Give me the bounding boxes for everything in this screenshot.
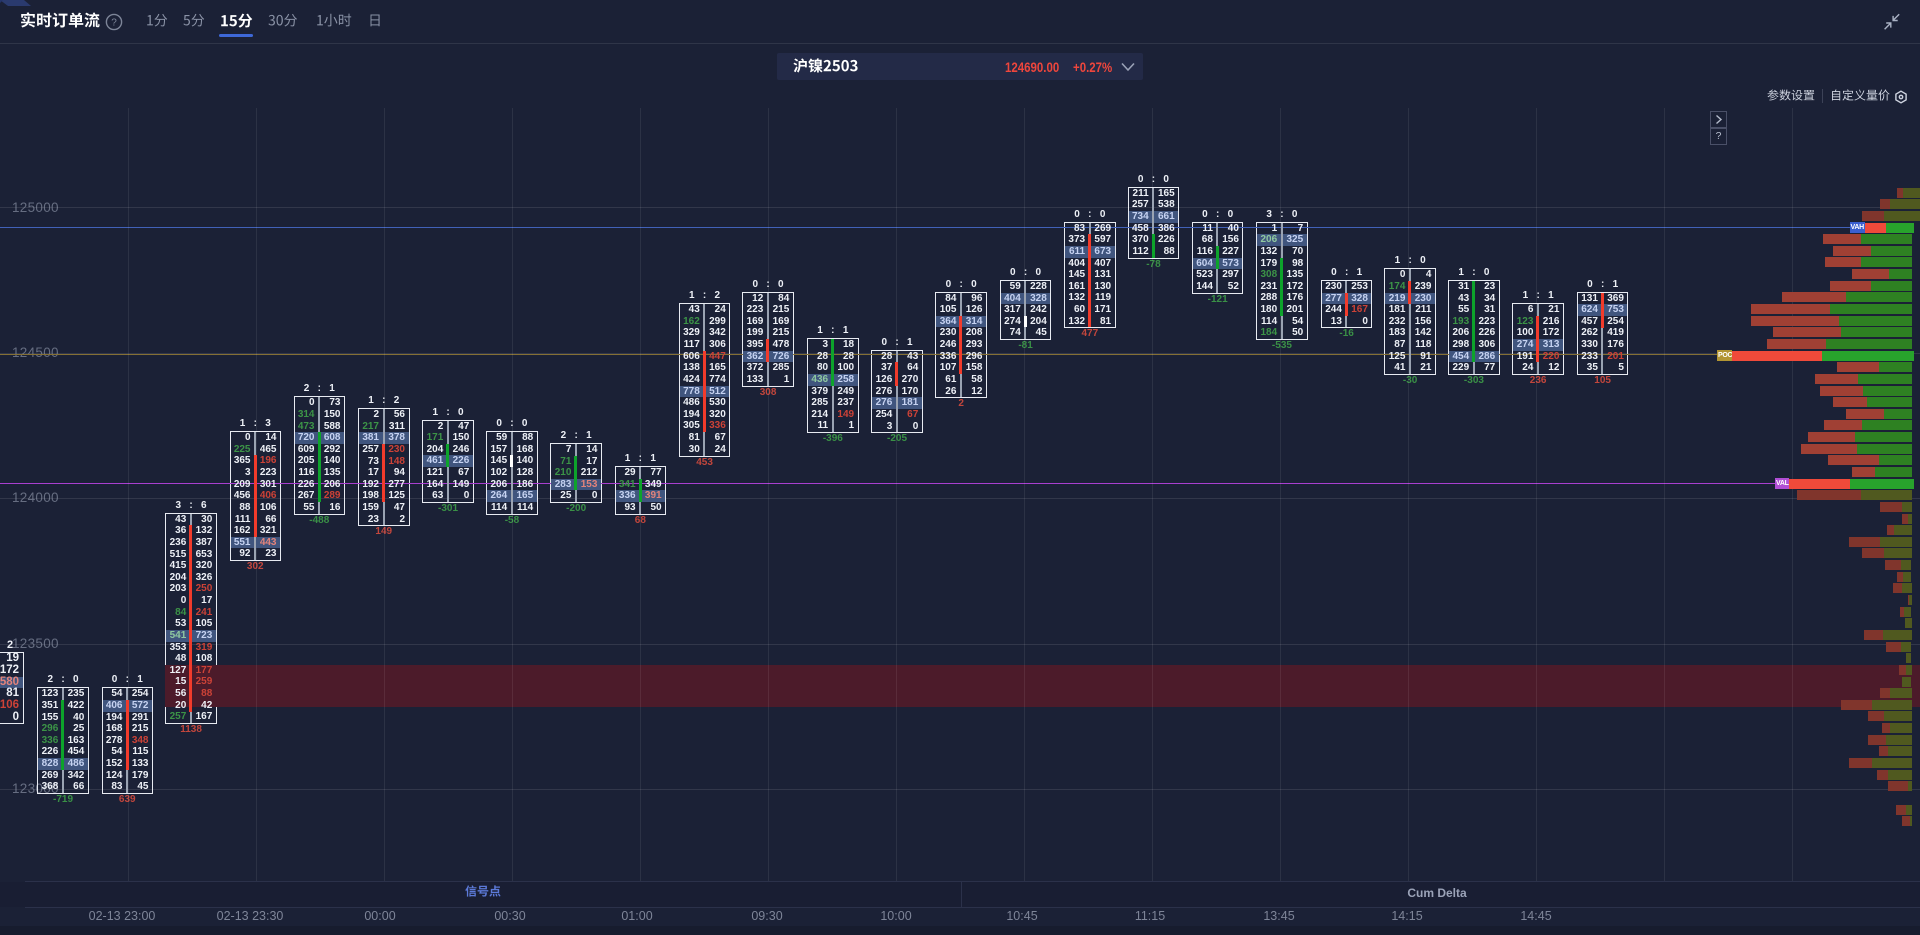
svg-text:?: ? xyxy=(111,18,117,29)
